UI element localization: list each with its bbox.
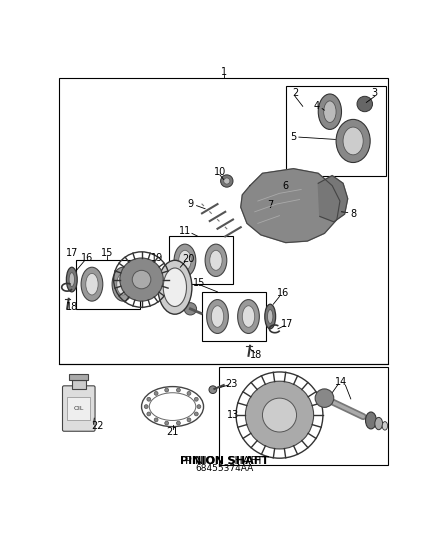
Text: 17: 17 bbox=[66, 248, 78, 259]
Ellipse shape bbox=[67, 267, 77, 292]
Circle shape bbox=[184, 303, 197, 315]
Text: 20: 20 bbox=[182, 254, 194, 264]
Circle shape bbox=[187, 391, 191, 395]
Ellipse shape bbox=[211, 306, 224, 327]
Text: 9: 9 bbox=[187, 199, 194, 209]
Ellipse shape bbox=[300, 179, 330, 199]
Text: 1: 1 bbox=[222, 68, 227, 77]
Text: PINION SHAFT: PINION SHAFT bbox=[185, 456, 264, 465]
Text: 12: 12 bbox=[147, 274, 159, 285]
Circle shape bbox=[165, 388, 169, 392]
Text: 21: 21 bbox=[166, 427, 179, 437]
Text: 19: 19 bbox=[151, 253, 163, 263]
FancyBboxPatch shape bbox=[63, 386, 95, 431]
Ellipse shape bbox=[81, 267, 103, 301]
Bar bbox=[286, 85, 386, 176]
Text: 2: 2 bbox=[292, 88, 298, 98]
Text: 15: 15 bbox=[193, 278, 205, 288]
Ellipse shape bbox=[277, 197, 310, 220]
Circle shape bbox=[315, 389, 334, 407]
Ellipse shape bbox=[205, 244, 227, 277]
Polygon shape bbox=[318, 175, 348, 222]
Ellipse shape bbox=[210, 251, 222, 270]
Text: PINION SHAFT: PINION SHAFT bbox=[180, 456, 269, 465]
Ellipse shape bbox=[366, 412, 376, 429]
Text: 7: 7 bbox=[267, 200, 273, 210]
Bar bbox=[170, 237, 233, 284]
Ellipse shape bbox=[382, 422, 388, 430]
Circle shape bbox=[154, 391, 158, 395]
Ellipse shape bbox=[375, 417, 382, 430]
Text: 23: 23 bbox=[225, 378, 238, 389]
Bar bbox=[67, 397, 90, 419]
Text: 4: 4 bbox=[314, 101, 320, 111]
Text: 18: 18 bbox=[250, 350, 262, 360]
Circle shape bbox=[120, 258, 163, 301]
Ellipse shape bbox=[324, 101, 336, 123]
Text: 16: 16 bbox=[81, 253, 93, 263]
Circle shape bbox=[177, 421, 180, 425]
Ellipse shape bbox=[163, 268, 187, 306]
Circle shape bbox=[197, 405, 201, 408]
Polygon shape bbox=[241, 168, 340, 243]
Circle shape bbox=[262, 398, 297, 432]
Bar bbox=[70, 374, 88, 381]
Ellipse shape bbox=[268, 310, 273, 324]
Circle shape bbox=[221, 175, 233, 187]
Ellipse shape bbox=[343, 127, 363, 155]
Text: 10: 10 bbox=[214, 167, 226, 177]
Ellipse shape bbox=[179, 251, 191, 270]
Ellipse shape bbox=[207, 300, 228, 334]
Text: 16: 16 bbox=[276, 288, 289, 298]
Ellipse shape bbox=[283, 202, 304, 216]
Text: 8: 8 bbox=[350, 209, 356, 219]
Circle shape bbox=[147, 412, 151, 416]
Circle shape bbox=[194, 412, 198, 416]
Bar bbox=[202, 292, 265, 341]
Bar bbox=[72, 379, 86, 389]
Ellipse shape bbox=[112, 267, 134, 301]
Ellipse shape bbox=[238, 300, 259, 334]
Ellipse shape bbox=[174, 244, 196, 277]
Ellipse shape bbox=[242, 306, 255, 327]
Text: 5: 5 bbox=[290, 132, 297, 142]
Circle shape bbox=[154, 418, 158, 422]
Circle shape bbox=[132, 270, 151, 289]
Text: 17: 17 bbox=[281, 319, 293, 329]
Ellipse shape bbox=[265, 304, 276, 329]
Circle shape bbox=[165, 421, 169, 425]
Bar bbox=[77, 260, 140, 309]
Circle shape bbox=[357, 96, 372, 112]
Text: 15: 15 bbox=[101, 248, 113, 257]
Text: 6: 6 bbox=[283, 181, 289, 191]
Text: 18: 18 bbox=[66, 302, 78, 312]
Text: 14: 14 bbox=[336, 377, 348, 387]
Ellipse shape bbox=[307, 183, 324, 194]
Circle shape bbox=[147, 397, 151, 401]
Text: 22: 22 bbox=[91, 421, 104, 431]
Circle shape bbox=[245, 381, 314, 449]
Bar bbox=[219, 367, 388, 465]
Circle shape bbox=[187, 418, 191, 422]
Text: OIL: OIL bbox=[74, 406, 84, 410]
Ellipse shape bbox=[69, 273, 74, 287]
Text: 3: 3 bbox=[372, 88, 378, 98]
Text: 68455374AA: 68455374AA bbox=[195, 464, 254, 473]
Ellipse shape bbox=[336, 119, 370, 163]
Circle shape bbox=[194, 397, 198, 401]
Circle shape bbox=[177, 388, 180, 392]
Text: 11: 11 bbox=[179, 226, 191, 236]
Ellipse shape bbox=[86, 273, 98, 295]
Ellipse shape bbox=[158, 260, 192, 314]
Circle shape bbox=[224, 178, 230, 184]
Bar bbox=[59, 78, 388, 364]
Circle shape bbox=[209, 386, 217, 393]
Text: 13: 13 bbox=[227, 410, 239, 420]
Circle shape bbox=[144, 405, 148, 408]
Ellipse shape bbox=[318, 94, 342, 130]
Ellipse shape bbox=[117, 273, 129, 295]
